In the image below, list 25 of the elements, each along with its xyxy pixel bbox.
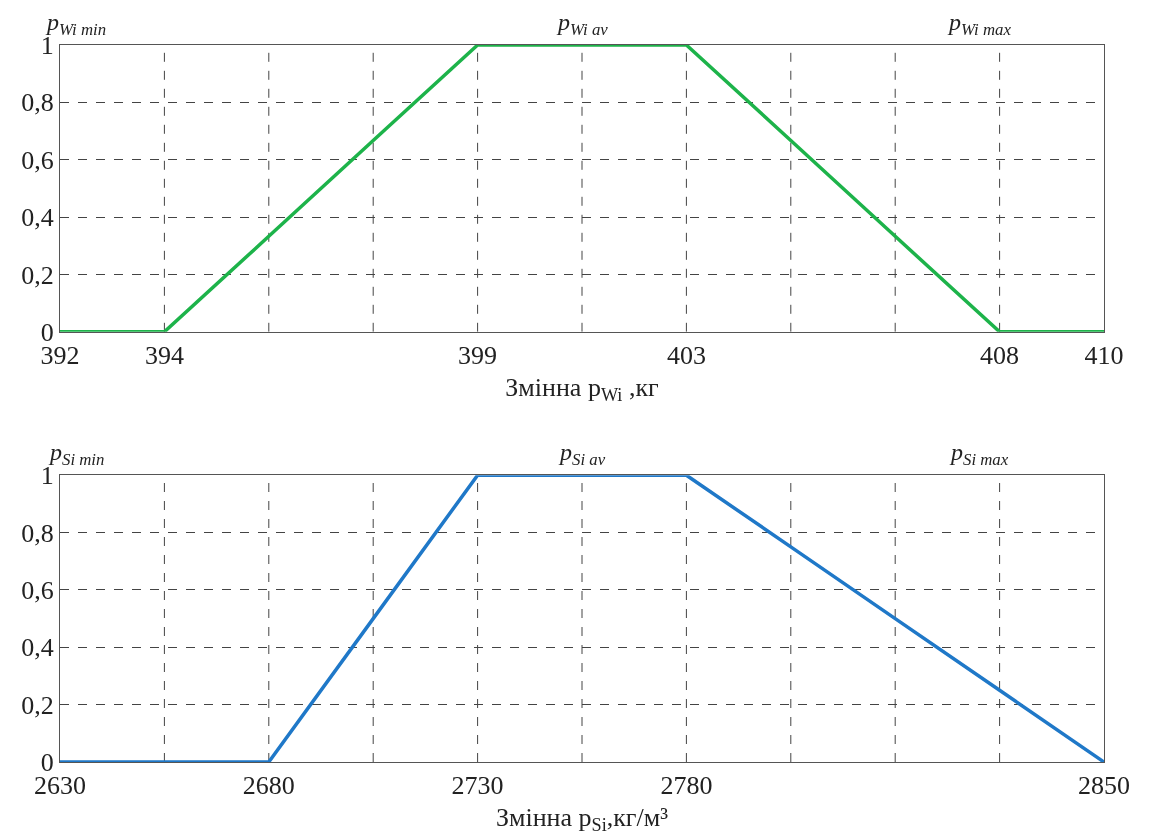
x-tick-label: 2730 <box>451 771 504 801</box>
x-tick-label: 2850 <box>1078 771 1130 801</box>
y-tick-label: 0,2 <box>21 260 54 290</box>
y-tick-label: 0,8 <box>21 518 54 548</box>
text: p$_{Wi max}$ <box>947 9 1012 40</box>
text: p$_{Si max}$ <box>949 439 1009 470</box>
y-tick-label: 0,4 <box>21 203 54 233</box>
x-tick-label: 403 <box>666 341 706 370</box>
text: p$_{Wi av}$ <box>556 9 609 40</box>
x-tick-label: 394 <box>144 341 184 370</box>
line-series <box>60 475 1104 762</box>
x-tick-label: 399 <box>458 341 498 370</box>
x-tick-label: 2680 <box>242 771 295 801</box>
x-tick-label: 408 <box>980 341 1020 370</box>
y-tick-label: 0,2 <box>21 690 54 720</box>
x-tick-label: 410 <box>1084 341 1124 370</box>
y-tick-label: 0,4 <box>21 633 54 663</box>
y-tick-label: 0,6 <box>21 576 54 606</box>
x-tick-label: 2780 <box>660 771 713 801</box>
x-axis-title: Змінна p$_{Si}$,кг/м³ <box>495 802 669 836</box>
y-tick-label: 0,8 <box>21 88 54 118</box>
line-series <box>60 45 1104 332</box>
y-tick-label: 0,6 <box>21 145 54 175</box>
text: p$_{Si av}$ <box>558 439 606 470</box>
x-axis-title: Змінна p$_{Wi}$ ,кг <box>505 372 659 406</box>
